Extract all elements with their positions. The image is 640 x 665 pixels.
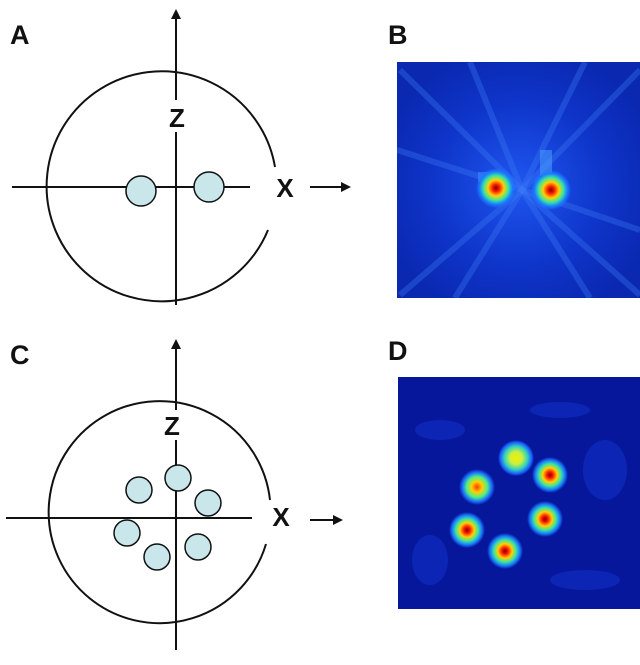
panel-label-a: A bbox=[10, 20, 30, 50]
panel-a-z-label: Z bbox=[169, 103, 185, 133]
panel-c-spot-upper-left bbox=[125, 476, 153, 504]
panel-c-spot-top bbox=[164, 464, 192, 492]
panel-d-spot-upper-right bbox=[532, 457, 568, 493]
panel-b-reconstruction bbox=[397, 62, 640, 298]
panel-d-reconstruction bbox=[398, 377, 640, 609]
panel-label-d: D bbox=[388, 336, 408, 366]
panel-label-c: C bbox=[10, 340, 30, 370]
panel-c-x-label: X bbox=[272, 502, 290, 532]
panel-d-spot-bottom bbox=[487, 533, 523, 569]
panel-b-spot-left bbox=[476, 168, 516, 208]
panel-c-spot-upper-right bbox=[194, 489, 222, 517]
panel-c-phantom-circle bbox=[47, 400, 271, 625]
panel-d-spot-top bbox=[498, 440, 534, 476]
panel-a-spot-left bbox=[125, 175, 157, 207]
panel-c-spot-bottom bbox=[143, 543, 171, 571]
panel-label-b: B bbox=[388, 20, 408, 50]
panel-c-diagram: Z X bbox=[6, 339, 343, 650]
panel-a-x-label: X bbox=[276, 173, 294, 203]
panel-b-spot-right bbox=[531, 170, 571, 210]
panel-a-phantom-circle bbox=[45, 70, 276, 303]
panel-c-spot-lower-left bbox=[113, 519, 141, 547]
panel-d-spot-upper-left bbox=[459, 469, 495, 505]
panel-c-spot-lower-right bbox=[184, 533, 212, 561]
panel-d-spot-lower-left bbox=[449, 512, 485, 548]
panel-a-spot-right bbox=[193, 171, 225, 203]
panel-a-diagram: Z X bbox=[12, 9, 351, 305]
panel-d-spot-lower-right bbox=[527, 501, 563, 537]
panel-c-z-label: Z bbox=[164, 411, 180, 441]
